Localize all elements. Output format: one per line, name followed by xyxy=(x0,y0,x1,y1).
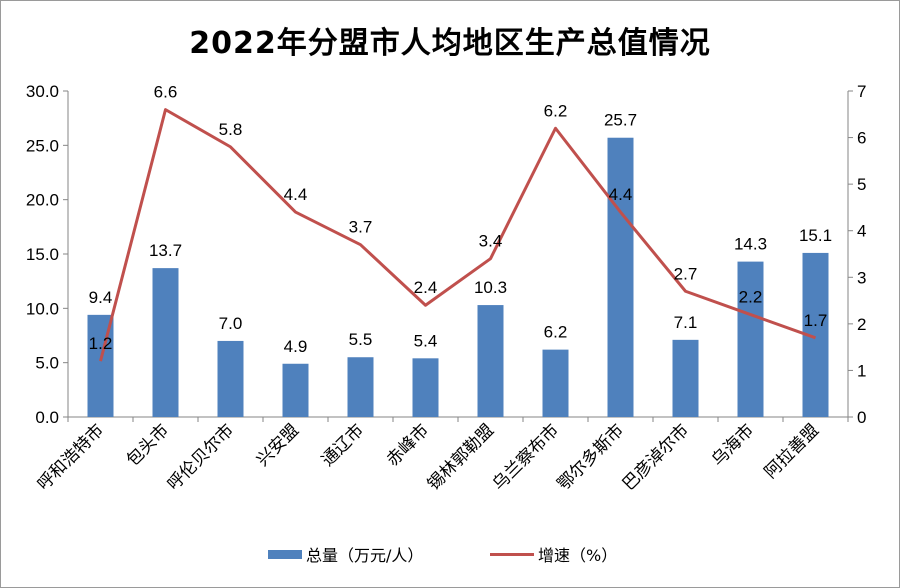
line-data-label: 1.7 xyxy=(804,311,828,330)
bar xyxy=(477,305,504,417)
bar xyxy=(542,349,569,417)
y-right-tick-label: 7 xyxy=(857,82,866,101)
line-data-label: 3.4 xyxy=(479,232,503,251)
category-label: 兴安盟 xyxy=(253,420,303,470)
bar xyxy=(672,339,699,417)
y-left-tick-label: 30.0 xyxy=(26,82,59,101)
category-label: 鄂尔多斯市 xyxy=(554,420,628,494)
bar xyxy=(347,357,374,417)
legend-label-total: 总量（万元/人） xyxy=(306,546,424,565)
bar-data-label: 10.3 xyxy=(474,278,507,297)
y-right-tick-label: 2 xyxy=(857,315,866,334)
y-right-tick-label: 6 xyxy=(857,129,866,148)
category-label: 锡林郭勒盟 xyxy=(424,420,498,494)
category-label: 呼伦贝尔市 xyxy=(164,420,238,494)
bar xyxy=(607,137,634,417)
category-label: 阿拉善盟 xyxy=(761,420,823,482)
bar-data-label: 7.0 xyxy=(219,314,243,333)
legend: 总量（万元/人） 增速（%） xyxy=(0,540,900,568)
legend-label-growth: 增速（%） xyxy=(538,546,618,565)
y-right-tick-label: 1 xyxy=(857,361,866,380)
bar-data-label: 13.7 xyxy=(149,241,182,260)
category-label: 乌海市 xyxy=(708,420,758,470)
bar xyxy=(152,268,179,417)
bar-data-label: 5.4 xyxy=(414,331,438,350)
y-left-tick-label: 15.0 xyxy=(26,245,59,264)
legend-swatch-line xyxy=(490,552,534,556)
line-data-label: 1.2 xyxy=(89,334,113,353)
y-right-tick-label: 3 xyxy=(857,268,866,287)
line-data-label: 6.2 xyxy=(544,101,568,120)
y-left-tick-label: 0.0 xyxy=(35,408,59,427)
bar xyxy=(217,340,244,417)
line-data-label: 2.2 xyxy=(739,288,763,307)
bar-data-label: 5.5 xyxy=(349,330,373,349)
line-data-label: 6.6 xyxy=(154,83,178,102)
bar xyxy=(412,358,439,417)
bar-data-label: 6.2 xyxy=(544,323,568,342)
chart-title: 2022年分盟市人均地区生产总值情况 xyxy=(189,26,711,61)
bar xyxy=(282,363,309,417)
line-data-label: 4.4 xyxy=(609,185,633,204)
legend-item-total: 总量（万元/人） xyxy=(268,540,423,568)
bar-data-label: 7.1 xyxy=(674,313,698,332)
line-data-label: 2.7 xyxy=(674,264,698,283)
y-right-tick-label: 0 xyxy=(857,408,866,427)
bar xyxy=(737,261,764,417)
y-left-tick-label: 25.0 xyxy=(26,136,59,155)
line-data-label: 2.4 xyxy=(414,278,438,297)
category-label: 乌兰察布市 xyxy=(489,420,563,494)
y-left-tick-label: 5.0 xyxy=(35,354,59,373)
category-label: 巴彦淖尔市 xyxy=(619,420,693,494)
y-right-tick-label: 5 xyxy=(857,175,866,194)
bar-data-label: 15.1 xyxy=(799,226,832,245)
category-label: 呼和浩特市 xyxy=(34,420,108,494)
legend-swatch-bar xyxy=(268,549,302,559)
y-left-tick-label: 20.0 xyxy=(26,191,59,210)
line-data-label: 3.7 xyxy=(349,218,373,237)
bar-data-label: 9.4 xyxy=(89,288,113,307)
bar-data-label: 4.9 xyxy=(284,337,308,356)
category-label: 包头市 xyxy=(123,420,173,470)
bar-data-label: 14.3 xyxy=(734,235,767,254)
y-right-tick-label: 4 xyxy=(857,222,866,241)
legend-item-growth: 增速（%） xyxy=(490,540,617,568)
bar-data-label: 25.7 xyxy=(604,111,637,130)
y-left-tick-label: 10.0 xyxy=(26,299,59,318)
growth-line xyxy=(99,108,817,362)
line-data-label: 4.4 xyxy=(284,185,308,204)
category-label: 赤峰市 xyxy=(383,420,433,470)
category-label: 通辽市 xyxy=(318,420,368,470)
line-data-label: 5.8 xyxy=(219,120,243,139)
